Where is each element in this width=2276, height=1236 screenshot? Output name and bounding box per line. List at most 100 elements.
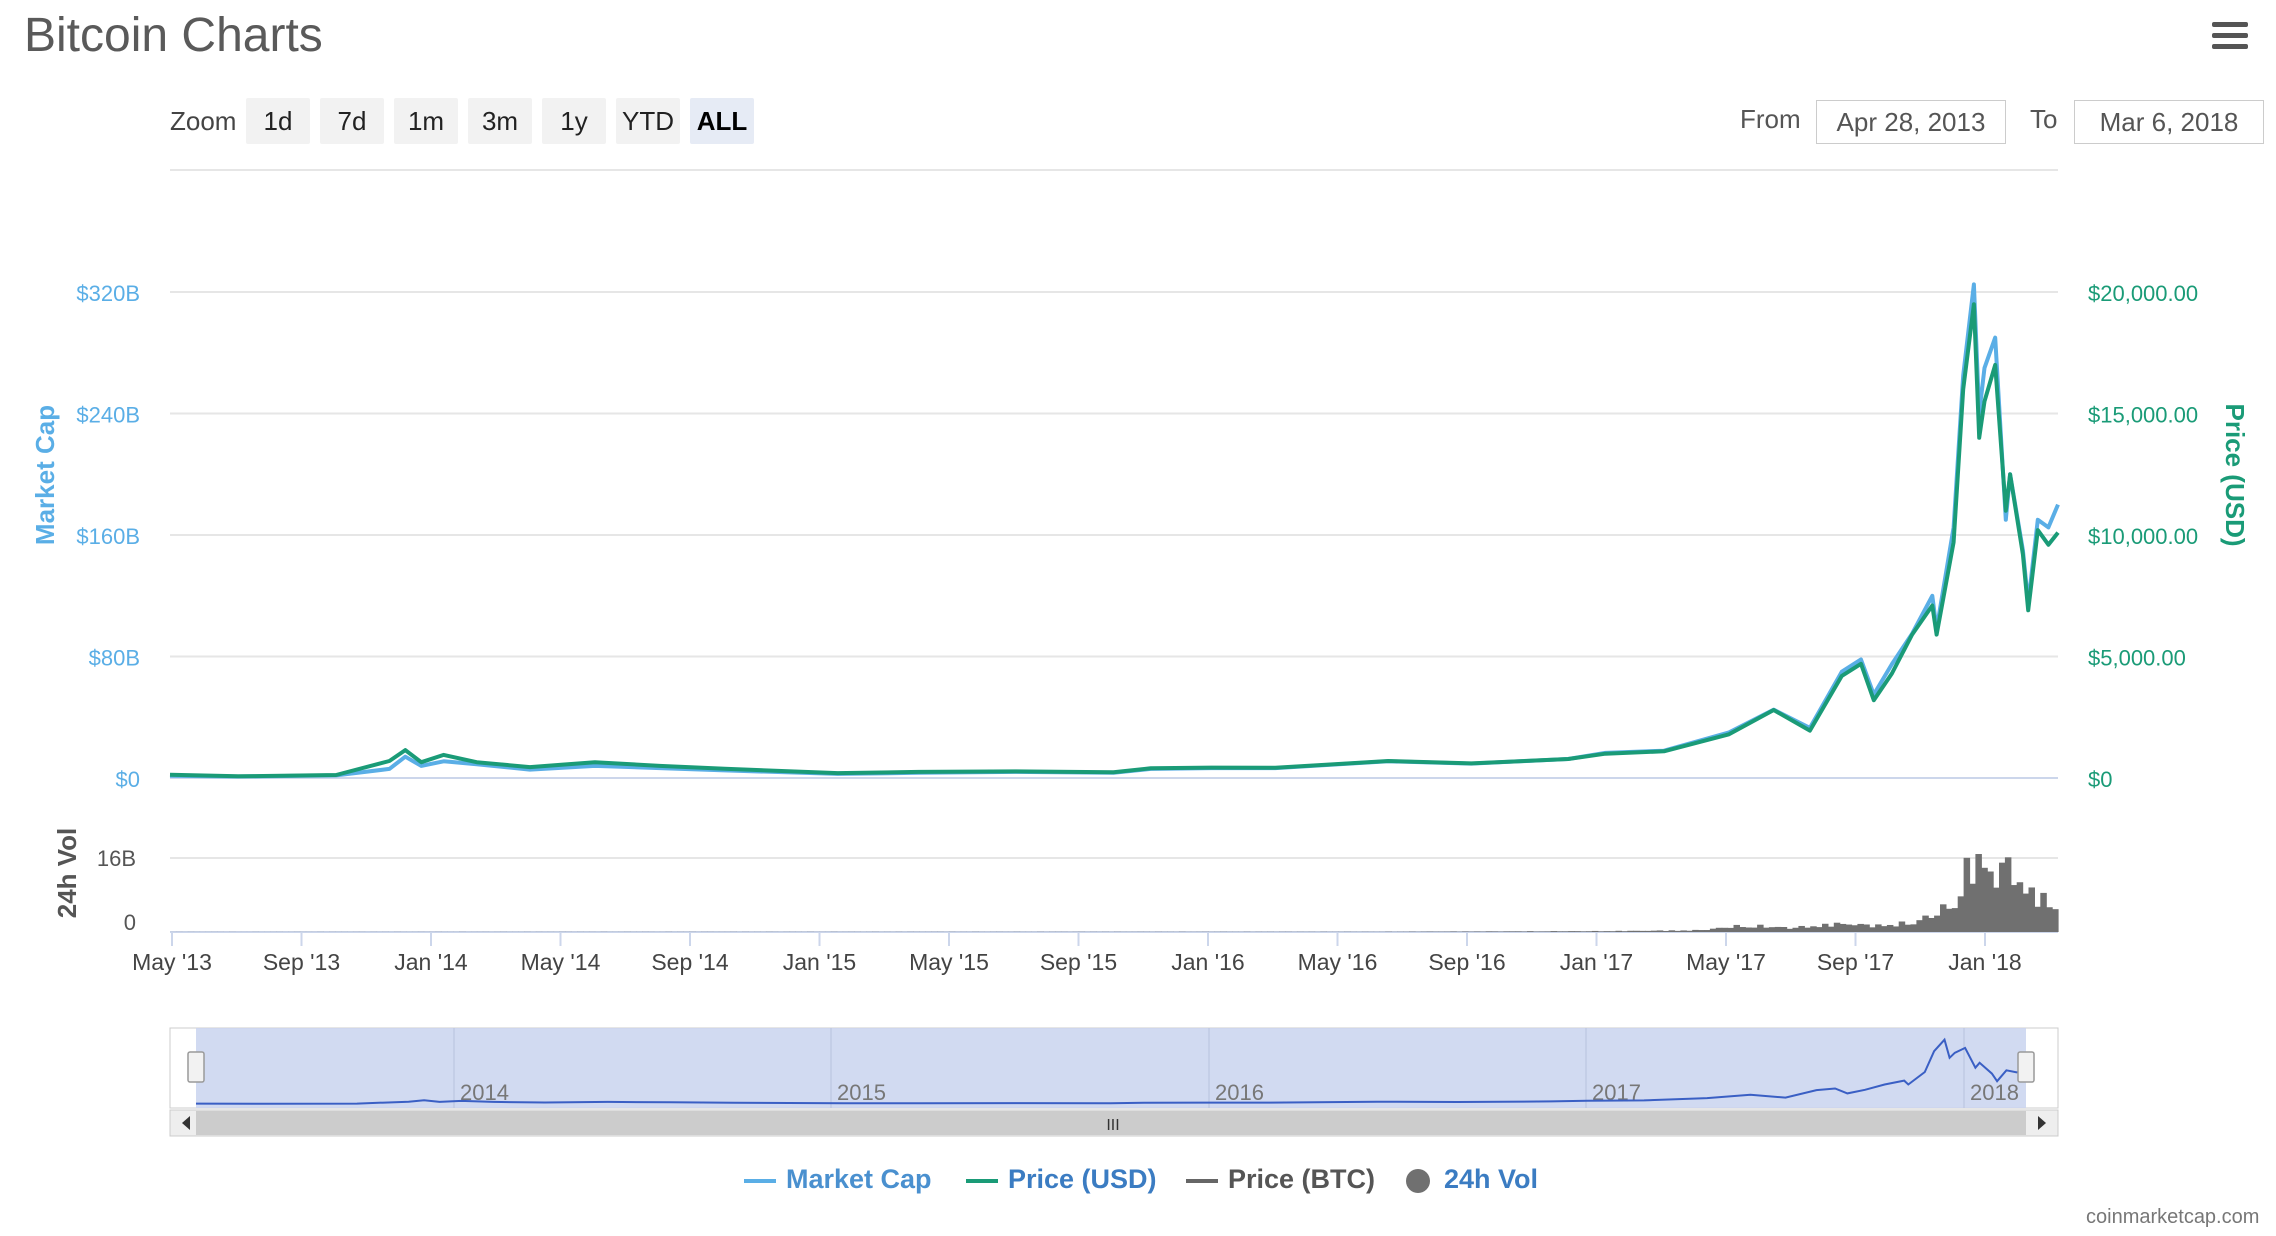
zoom-all-button[interactable]: ALL bbox=[690, 98, 754, 144]
volume-bar bbox=[1544, 931, 1552, 932]
volume-bar bbox=[1757, 924, 1764, 932]
zoom-7d-button[interactable]: 7d bbox=[320, 98, 384, 144]
volume-bar bbox=[1586, 931, 1593, 932]
legend-price-btc-label: Price (BTC) bbox=[1228, 1164, 1376, 1194]
x-axis-tick-label: May '17 bbox=[1686, 949, 1766, 975]
volume-bar bbox=[1763, 927, 1770, 932]
volume-bar bbox=[1591, 930, 1599, 932]
zoom-3m-button[interactable]: 3m bbox=[468, 98, 532, 144]
volume-bar bbox=[1645, 930, 1652, 932]
navigator-right-handle[interactable] bbox=[2017, 1051, 2035, 1083]
price-usd-tick-label: $15,000.00 bbox=[2088, 403, 2198, 428]
market-cap-tick-label: $240B bbox=[76, 403, 140, 428]
volume-bar bbox=[1745, 927, 1752, 932]
volume-bar bbox=[1491, 931, 1499, 932]
volume-bar bbox=[1680, 930, 1687, 932]
volume-bar bbox=[1715, 927, 1723, 932]
volume-bar bbox=[1822, 923, 1829, 932]
volume-bar bbox=[2022, 893, 2030, 932]
volume-bar bbox=[1562, 931, 1569, 932]
zoom-1y-button[interactable]: 1y bbox=[542, 98, 606, 144]
volume-bar bbox=[1662, 930, 1670, 932]
price-usd-tick-label: $0 bbox=[2088, 767, 2112, 792]
x-axis-tick-label: Sep '16 bbox=[1428, 949, 1505, 975]
volume-bar bbox=[1538, 931, 1546, 932]
zoom-label: Zoom bbox=[170, 106, 237, 136]
zoom-1m-button[interactable]: 1m bbox=[394, 98, 458, 144]
navigator-price-line bbox=[195, 1037, 2027, 1105]
volume-bar bbox=[1580, 931, 1587, 932]
volume-bar bbox=[1963, 857, 1971, 932]
volume-bar bbox=[1816, 927, 1823, 932]
zoom-ytd-button[interactable]: YTD bbox=[616, 98, 680, 144]
legend-market-cap-label: Market Cap bbox=[786, 1164, 932, 1194]
volume-bar bbox=[1503, 931, 1510, 932]
page-title: Bitcoin Charts bbox=[24, 9, 323, 62]
volume-bar bbox=[1751, 927, 1758, 932]
volume-bar bbox=[1981, 867, 1988, 932]
hamburger-menu-icon[interactable] bbox=[2212, 22, 2248, 52]
scrollbar-thumb[interactable] bbox=[196, 1111, 2026, 1135]
legend-24h-vol-circle-icon bbox=[1406, 1168, 1430, 1193]
volume-bar bbox=[1922, 915, 1929, 932]
volume-bar bbox=[1721, 927, 1729, 932]
volume-bar bbox=[1916, 920, 1923, 932]
legend-price-btc-line-icon bbox=[1186, 1178, 1218, 1183]
x-axis-tick-label: May '14 bbox=[521, 949, 601, 975]
legend-price-usd-label: Price (USD) bbox=[1008, 1164, 1157, 1194]
volume-bar bbox=[1975, 854, 1982, 932]
volume-bar bbox=[1881, 926, 1888, 932]
scroll-left-arrow-icon[interactable] bbox=[182, 1116, 190, 1130]
legend-price-usd[interactable]: Price (USD) bbox=[966, 1164, 1157, 1195]
volume-axis-title: 24h Vol bbox=[52, 828, 82, 919]
volume-bar bbox=[1627, 930, 1634, 932]
navigator-left-handle[interactable] bbox=[187, 1051, 205, 1083]
x-axis-tick-label: Sep '14 bbox=[651, 949, 728, 975]
to-date-input[interactable]: Mar 6, 2018 bbox=[2074, 100, 2264, 144]
legend-24h-vol-label: 24h Vol bbox=[1444, 1164, 1539, 1194]
zoom-1d-button[interactable]: 1d bbox=[246, 98, 310, 144]
scroll-right-arrow-icon[interactable] bbox=[2038, 1116, 2046, 1130]
x-axis-tick-label: May '13 bbox=[132, 949, 212, 975]
market-cap-tick-label: $160B bbox=[76, 524, 140, 549]
volume-bar bbox=[1656, 930, 1664, 932]
volume-bar bbox=[1733, 924, 1740, 932]
volume-bar bbox=[1810, 926, 1817, 932]
volume-bar bbox=[1987, 871, 1994, 932]
legend-price-btc[interactable]: Price (BTC) bbox=[1186, 1164, 1375, 1195]
x-axis-tick-label: Sep '15 bbox=[1040, 949, 1117, 975]
volume-bar bbox=[1650, 930, 1658, 932]
x-axis-tick-label: Sep '17 bbox=[1817, 949, 1894, 975]
volume-bar bbox=[1633, 930, 1640, 932]
market-cap-line bbox=[169, 282, 2060, 779]
navigator-year-label: 2018 bbox=[1970, 1080, 2019, 1105]
market-cap-tick-label: $320B bbox=[76, 281, 140, 306]
volume-bar bbox=[1462, 931, 1469, 932]
x-axis-tick-label: Jan '18 bbox=[1948, 949, 2021, 975]
volume-bar bbox=[1934, 915, 1941, 932]
legend-price-usd-line-icon bbox=[966, 1178, 998, 1183]
scrollbar-grip-icon: III bbox=[1106, 1117, 1119, 1134]
volume-bar bbox=[1550, 931, 1558, 932]
volume-bar bbox=[1639, 930, 1646, 932]
volume-bar bbox=[1727, 927, 1735, 932]
volume-bar bbox=[1833, 922, 1841, 932]
volume-bar bbox=[1798, 925, 1805, 932]
volume-bar bbox=[1692, 929, 1699, 932]
volume-bar bbox=[1886, 924, 1894, 932]
volume-bar bbox=[1875, 924, 1882, 932]
x-axis-tick-label: Jan '14 bbox=[394, 949, 468, 975]
x-axis-tick-label: May '16 bbox=[1298, 949, 1378, 975]
legend-market-cap[interactable]: Market Cap bbox=[744, 1164, 932, 1195]
price-usd-tick-label: $5,000.00 bbox=[2088, 646, 2186, 671]
market-cap-tick-label: $80B bbox=[89, 646, 140, 671]
volume-bar bbox=[1898, 921, 1906, 932]
volume-bar bbox=[1698, 930, 1705, 932]
volume-bar bbox=[1786, 928, 1794, 932]
from-date-input[interactable]: Apr 28, 2013 bbox=[1816, 100, 2006, 144]
volume-bar bbox=[1621, 931, 1628, 932]
volume-bar bbox=[2010, 885, 2018, 932]
legend-24h-vol[interactable]: 24h Vol bbox=[1406, 1164, 1538, 1195]
price-usd-axis-title: Price (USD) bbox=[2220, 403, 2250, 546]
